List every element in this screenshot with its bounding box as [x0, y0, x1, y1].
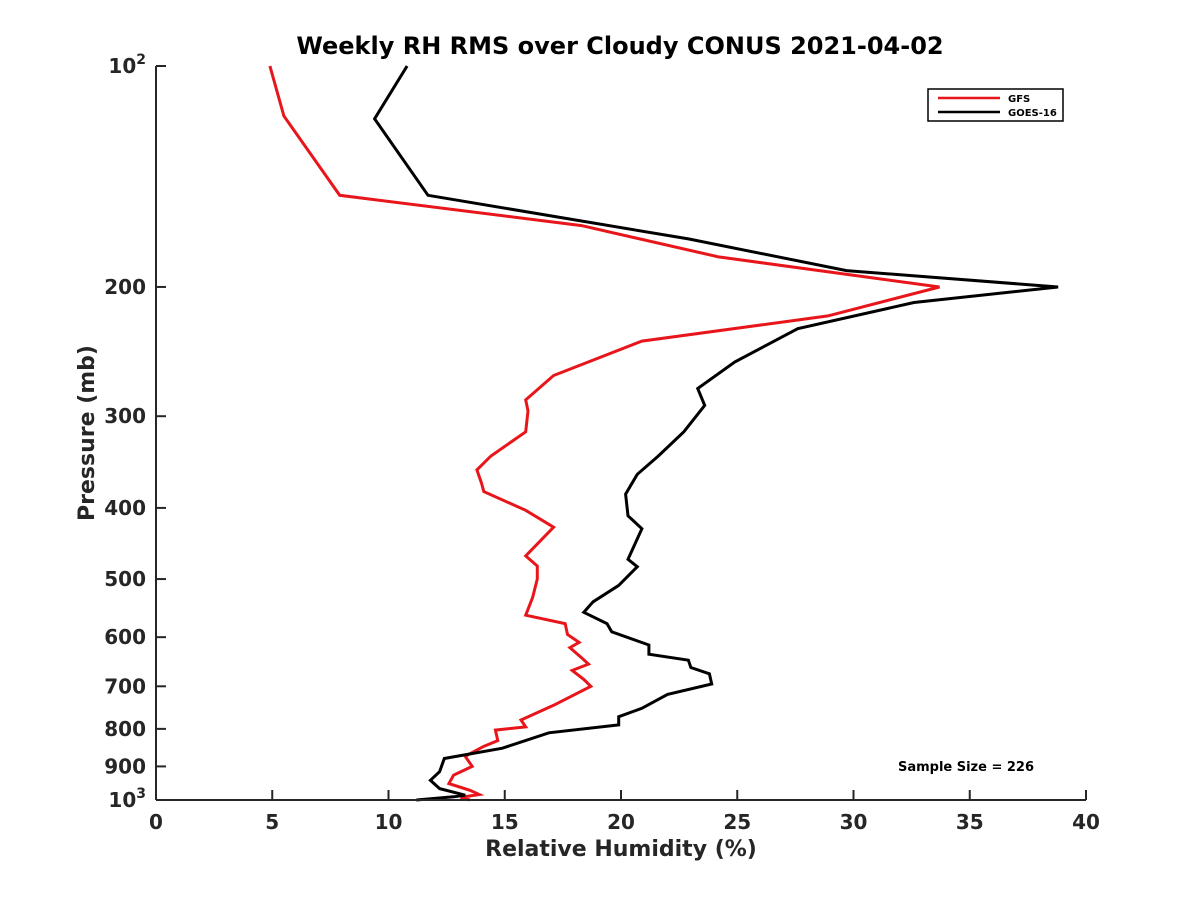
- x-tick-label: 35: [956, 810, 984, 834]
- legend-label: GFS: [1008, 94, 1030, 105]
- axes-layer: 0 5 10 15 20 25 30 35 40 102 200 300 400 500 600 700 800…: [104, 52, 1100, 834]
- x-tick-label: 0: [149, 810, 163, 834]
- y-tick-label: 103: [108, 786, 146, 812]
- legend-label: GOES-16: [1008, 108, 1057, 119]
- x-tick-label: 5: [265, 810, 279, 834]
- y-axis-label: Pressure (mb): [75, 345, 100, 521]
- legend: GFS GOES-16: [927, 88, 1064, 122]
- y-tick-label: 900: [104, 754, 146, 778]
- y-tick-label: 102: [108, 52, 146, 78]
- x-tick-label: 25: [723, 810, 751, 834]
- y-tick-label: 300: [104, 404, 146, 428]
- series-line-gfs: [268, 65, 940, 802]
- y-tick-label: 700: [104, 674, 146, 698]
- x-tick-label: 40: [1072, 810, 1100, 834]
- chart-title: Weekly RH RMS over Cloudy CONUS 2021-04-…: [296, 32, 943, 60]
- y-tick-label: 800: [104, 717, 146, 741]
- y-tick-label: 400: [104, 496, 146, 520]
- series-line-goes-16: [372, 65, 1059, 802]
- y-tick-label: 500: [104, 567, 146, 591]
- sample-size-annotation: Sample Size = 226: [898, 760, 1034, 775]
- x-tick-label: 30: [840, 810, 868, 834]
- x-tick-label: 10: [375, 810, 403, 834]
- series-layer: [268, 65, 1059, 802]
- legend-box: [927, 88, 1064, 122]
- x-axis-label: Relative Humidity (%): [485, 837, 757, 862]
- y-tick-label: 600: [104, 625, 146, 649]
- x-tick-label: 20: [607, 810, 635, 834]
- y-tick-label: 200: [104, 275, 146, 299]
- x-tick-label: 15: [491, 810, 519, 834]
